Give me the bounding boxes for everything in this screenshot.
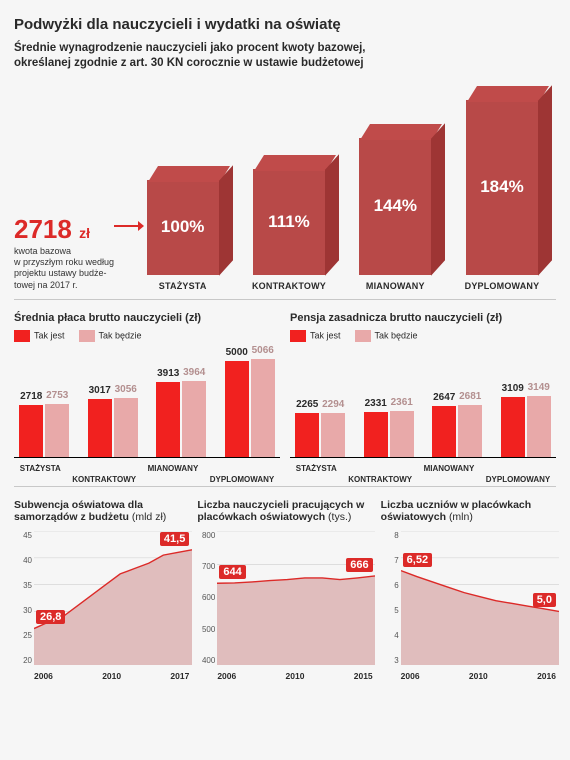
category-label: STAŻYSTA <box>296 464 337 473</box>
top-section: 2718 zł kwota bazowa w przyszłym roku we… <box>14 81 556 300</box>
callout: 2718 zł kwota bazowa w przyszłym roku we… <box>14 192 122 291</box>
bar-group: 2265 2294 <box>292 413 349 457</box>
area-chart: Liczba nauczycieli pracujących w placówk… <box>197 499 372 681</box>
bottom-row: Subwencja oświatowa dla samorządów z bud… <box>14 499 556 681</box>
bar-group: 3109 3149 <box>498 396 555 457</box>
bar-group: 2718 2753 <box>16 404 73 457</box>
callout-text: kwota bazowa w przyszłym roku według pro… <box>14 246 122 291</box>
legend-now: Tak jest <box>34 330 65 340</box>
page-title: Podwyżki dla nauczycieli i wydatki na oś… <box>14 16 556 33</box>
legend-r: Tak jest Tak będzie <box>290 330 556 342</box>
category-label: KONTRAKTOWY <box>72 475 136 484</box>
mid-left-title: Średnia płaca brutto nauczycieli (zł) <box>14 312 280 324</box>
bars3d-chart: 100% STAŻYSTA 111% KONTRAKTOWY 144% MIAN… <box>130 81 556 291</box>
bar-group: 2647 2681 <box>429 405 486 457</box>
bar-group: 5000 5066 <box>222 359 279 456</box>
mid-right-title: Pensja zasadnicza brutto nauczycieli (zł… <box>290 312 556 324</box>
bar3d-col: 100% STAŻYSTA <box>147 180 219 291</box>
bar-group: 3017 3056 <box>85 398 142 457</box>
bar3d-col: 144% MIANOWANY <box>359 138 431 291</box>
category-label: KONTRAKTOWY <box>348 475 412 484</box>
category-label: DYPLOMOWANY <box>486 475 550 484</box>
subtitle: Średnie wynagrodzenie nauczycieli jako p… <box>14 41 374 71</box>
mid-right-chart: Pensja zasadnicza brutto nauczycieli (zł… <box>290 312 556 480</box>
callout-unit: zł <box>79 225 90 241</box>
category-label: MIANOWANY <box>424 464 475 473</box>
category-label: STAŻYSTA <box>20 464 61 473</box>
bar-group: 3913 3964 <box>153 381 210 457</box>
area-chart: Subwencja oświatowa dla samorządów z bud… <box>14 499 189 681</box>
legend: Tak jest Tak będzie <box>14 330 280 342</box>
legend-now-r: Tak jest <box>310 330 341 340</box>
legend-future-r: Tak będzie <box>375 330 418 340</box>
callout-value: 2718 <box>14 214 72 244</box>
bar3d-col: 111% KONTRAKTOWY <box>252 169 326 291</box>
area-chart: Liczba uczniów w placówkach oświatowych … <box>381 499 556 681</box>
category-label: DYPLOMOWANY <box>210 475 274 484</box>
bar3d-col: 184% DYPLOMOWANY <box>465 100 540 291</box>
bar-group: 2331 2361 <box>361 411 418 456</box>
legend-future: Tak będzie <box>99 330 142 340</box>
category-label: MIANOWANY <box>148 464 199 473</box>
mid-left-chart: Średnia płaca brutto nauczycieli (zł) Ta… <box>14 312 280 480</box>
